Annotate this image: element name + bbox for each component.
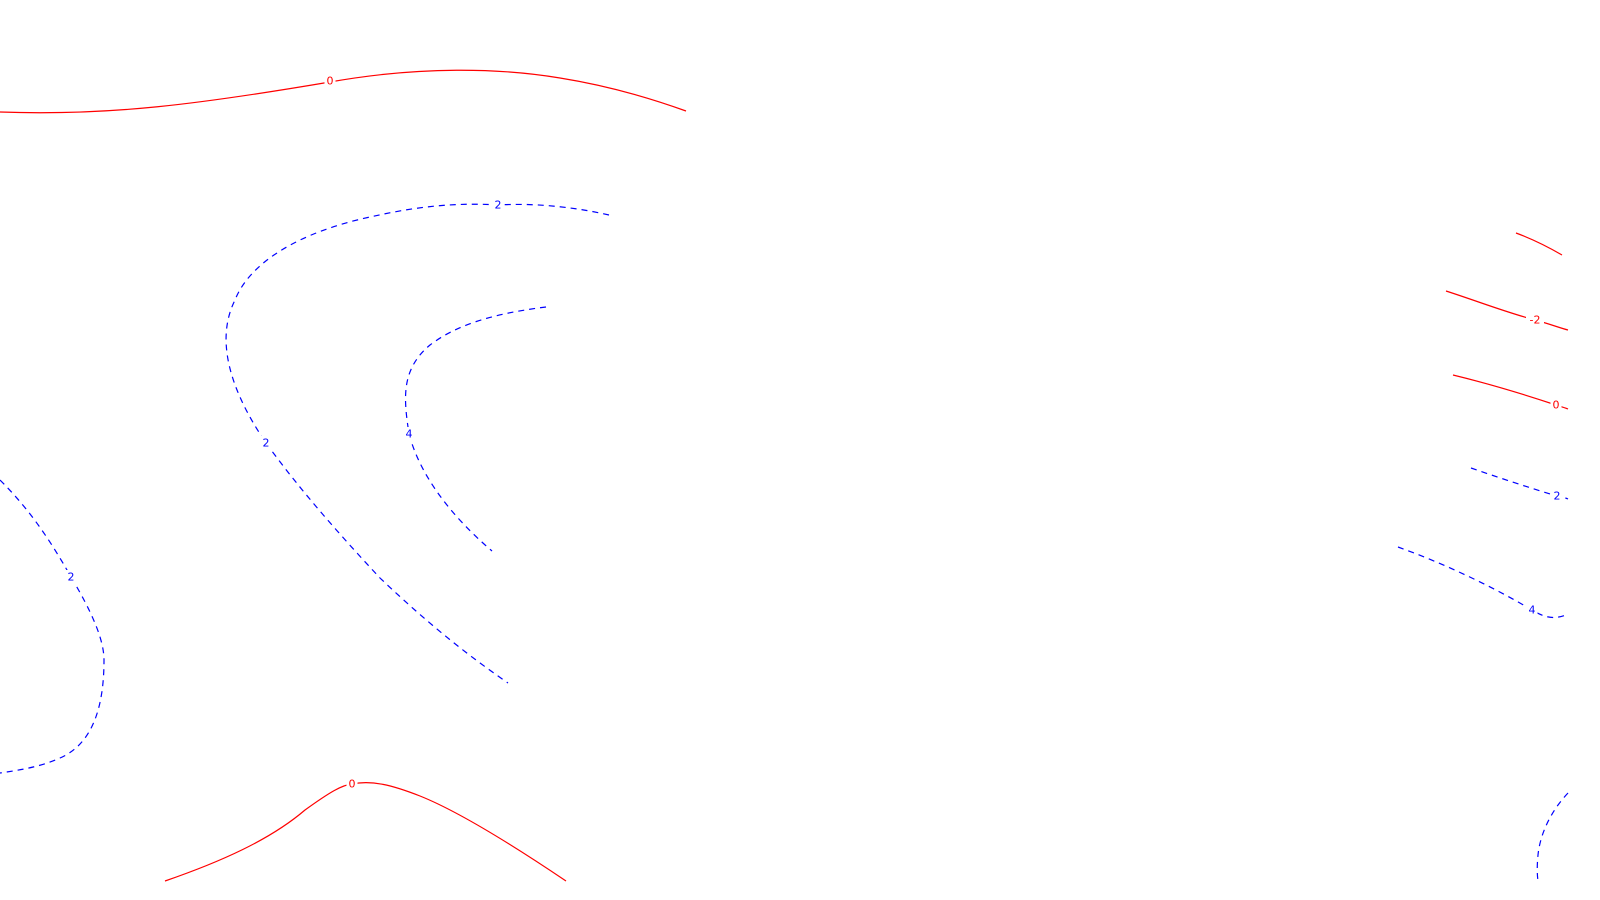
contour-c-right-0: 0 — [1452, 374, 1569, 412]
contour-line — [1515, 232, 1563, 256]
contour-label: 0 — [1553, 399, 1560, 412]
contour-c-outer-2: 2 — [0, 479, 105, 774]
contour-label: 0 — [349, 778, 356, 791]
contour-line — [164, 782, 567, 882]
contour-label: 2 — [68, 571, 75, 584]
contour-label: 4 — [1529, 604, 1536, 617]
contour-c-left-4: 4 — [403, 306, 547, 552]
contour-label-background — [1550, 398, 1562, 412]
contour-label: 2 — [1554, 490, 1561, 503]
contour-c-right-red-1 — [1515, 232, 1563, 256]
contour-c-left-2-b: 2 — [260, 436, 509, 684]
contour-c-right-4: 4 — [1397, 546, 1569, 619]
contour-label: 2 — [263, 437, 270, 450]
contour-label-background — [260, 436, 272, 450]
contour-label-background — [1526, 603, 1538, 617]
contour-c-right-2: 2 — [1470, 467, 1569, 503]
contour-label: 2 — [495, 199, 502, 212]
contour-label: 4 — [406, 428, 413, 441]
contour-c-left-2-a: 2 — [225, 198, 610, 444]
contour-line — [0, 479, 105, 774]
contour-label-background — [65, 570, 77, 584]
contour-label-background — [492, 198, 504, 212]
contour-c-right-bottom — [1536, 792, 1569, 882]
contour-label: -2 — [1530, 314, 1541, 327]
contour-line — [225, 203, 610, 444]
contour-line — [404, 306, 547, 552]
contour-line — [265, 442, 509, 684]
contour-label-background — [403, 427, 415, 441]
contour-line — [0, 69, 687, 114]
contour-line — [1445, 290, 1569, 331]
contour-label-background — [1551, 489, 1563, 503]
contour-label-background — [324, 74, 336, 88]
contour-c-top-0: 0 — [0, 69, 687, 114]
contour-line — [1397, 546, 1569, 619]
contour-line — [1536, 792, 1569, 882]
contour-label-background — [1526, 313, 1544, 327]
contour-c-right-m2: -2 — [1445, 290, 1569, 331]
contour-label-background — [346, 777, 358, 791]
contour-label: 0 — [327, 75, 334, 88]
contour-c-bottom-0: 0 — [164, 777, 567, 882]
